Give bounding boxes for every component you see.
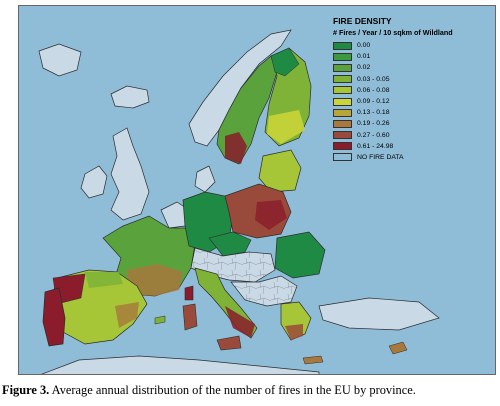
legend-swatch [333, 131, 352, 140]
legend-swatch [333, 52, 352, 61]
greece-south [285, 324, 303, 340]
legend-label: 0.61 - 24.98 [357, 142, 394, 150]
caption-label: Figure 3. [2, 383, 50, 397]
cyprus-island [388, 341, 408, 355]
legend-item: 0.61 - 24.98 [333, 141, 495, 152]
balearic-islands [154, 315, 166, 325]
legend-item: 0.19 - 0.26 [333, 118, 495, 129]
finland-north [270, 47, 300, 77]
great-britain-land [110, 127, 150, 221]
legend-label: 0.09 - 0.12 [357, 98, 390, 106]
legend-swatch [333, 75, 352, 84]
finland-south [267, 110, 305, 144]
legend-swatch [333, 153, 352, 162]
legend-item: 0.00 [333, 40, 495, 51]
baltics-region [258, 149, 302, 193]
fire-density-map [38, 29, 440, 374]
legend-item: 0.02 [333, 62, 495, 73]
portugal-region [42, 287, 66, 347]
legend-swatch [333, 63, 352, 72]
legend-label: 0.01 [357, 53, 371, 61]
legend-label: 0.19 - 0.26 [357, 120, 390, 128]
legend-swatch [333, 86, 352, 95]
iceland-land [110, 85, 150, 109]
sweden-south-fire-zone [225, 132, 247, 164]
legend-swatch [333, 97, 352, 106]
legend-items: 0.00 0.01 0.02 0.03 - 0.05 0.06 - 0.08 0.09 -… [333, 40, 495, 163]
legend-label: 0.06 - 0.08 [357, 86, 390, 94]
legend-label: 0.02 [357, 64, 371, 72]
figure-caption: Figure 3. Average annual distribution of… [2, 383, 498, 398]
czech-region [208, 231, 252, 257]
ireland-land [80, 165, 108, 199]
legend-label: 0.00 [357, 42, 371, 50]
balkans-provinces [231, 276, 297, 306]
map-frame: FIRE DENSITY # Fires / Year / 10 sqkm of… [18, 5, 496, 375]
spain-north-coast [85, 272, 123, 288]
turkey-nodata [318, 297, 440, 331]
denmark-region [194, 165, 216, 193]
corsica-island [184, 285, 194, 301]
legend-swatch [333, 108, 352, 117]
norway-land [188, 29, 292, 147]
legend: FIRE DENSITY # Fires / Year / 10 sqkm of… [333, 16, 495, 163]
north-africa-land [41, 355, 320, 374]
france-south [127, 264, 183, 296]
caption-text: Average annual distribution of the numbe… [49, 383, 416, 397]
greenland-land [38, 43, 82, 77]
legend-swatch [333, 41, 352, 50]
spain-east [115, 302, 139, 328]
legend-item: 0.09 - 0.12 [333, 96, 495, 107]
legend-item: NO FIRE DATA [333, 152, 495, 163]
legend-item: 0.01 [333, 51, 495, 62]
legend-label: NO FIRE DATA [357, 153, 404, 161]
legend-item: 0.03 - 0.05 [333, 74, 495, 85]
sicily-island [216, 335, 242, 351]
legend-swatch [333, 119, 352, 128]
legend-label: 0.27 - 0.60 [357, 131, 390, 139]
legend-item: 0.27 - 0.60 [333, 130, 495, 141]
legend-label: 0.13 - 0.18 [357, 109, 390, 117]
italy-south [225, 306, 255, 338]
sardinia-island [182, 303, 198, 331]
legend-subtitle: # Fires / Year / 10 sqkm of Wildland [333, 28, 453, 37]
crete-island [302, 355, 324, 365]
legend-item: 0.13 - 0.18 [333, 107, 495, 118]
legend-swatch [333, 142, 352, 151]
legend-title: FIRE DENSITY [333, 16, 392, 26]
poland-east [255, 200, 287, 230]
legend-item: 0.06 - 0.08 [333, 85, 495, 96]
romania-region [274, 231, 326, 279]
legend-label: 0.03 - 0.05 [357, 75, 390, 83]
